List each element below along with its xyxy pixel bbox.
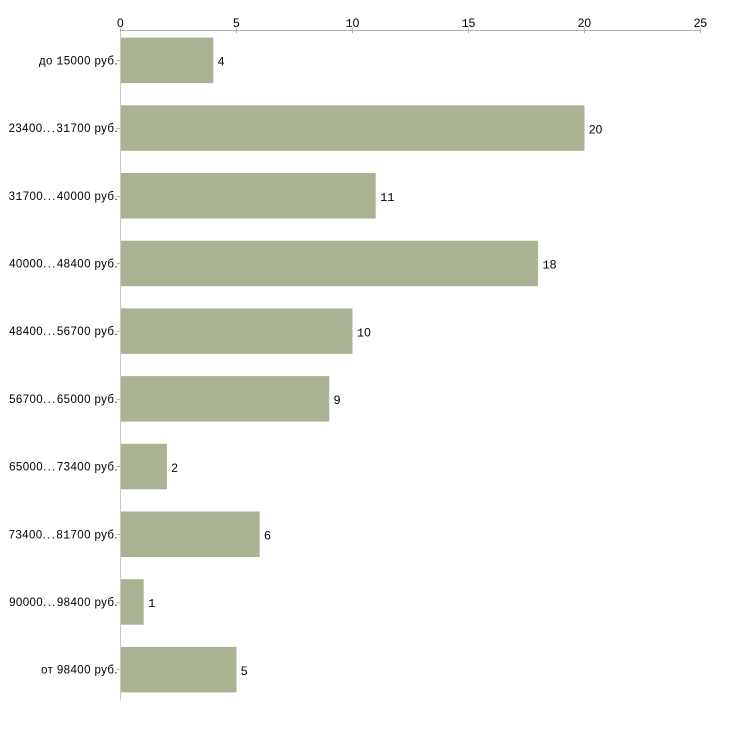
svg-text:от 98400 руб.: от 98400 руб. [41,665,118,677]
svg-text:1: 1 [148,597,155,611]
svg-text:2: 2 [171,461,178,475]
svg-text:90000...98400 руб.: 90000...98400 руб. [9,597,118,609]
svg-text:40000...48400 руб.: 40000...48400 руб. [9,259,118,271]
svg-text:73400...81700 руб.: 73400...81700 руб. [9,529,118,542]
svg-text:18: 18 [543,258,557,273]
svg-text:0: 0 [117,16,124,30]
svg-text:15: 15 [461,16,475,31]
svg-text:25: 25 [694,16,708,30]
svg-text:11: 11 [380,191,394,205]
svg-text:5: 5 [241,664,248,678]
svg-text:20: 20 [578,16,592,30]
svg-text:23400...31700 руб.: 23400...31700 руб. [9,123,118,136]
svg-text:10: 10 [345,16,359,31]
svg-text:10: 10 [357,325,371,340]
svg-text:65000...73400 руб.: 65000...73400 руб. [9,462,118,474]
svg-text:6: 6 [264,529,271,543]
svg-text:31700...40000 руб.: 31700...40000 руб. [9,191,118,204]
svg-text:5: 5 [233,16,240,30]
svg-text:48400...56700 руб.: 48400...56700 руб. [9,326,118,338]
svg-text:9: 9 [334,393,341,407]
svg-text:20: 20 [589,122,603,136]
svg-text:до 15000 руб.: до 15000 руб. [39,55,118,68]
svg-text:56700...65000 руб.: 56700...65000 руб. [9,394,118,406]
svg-text:4: 4 [218,55,225,69]
